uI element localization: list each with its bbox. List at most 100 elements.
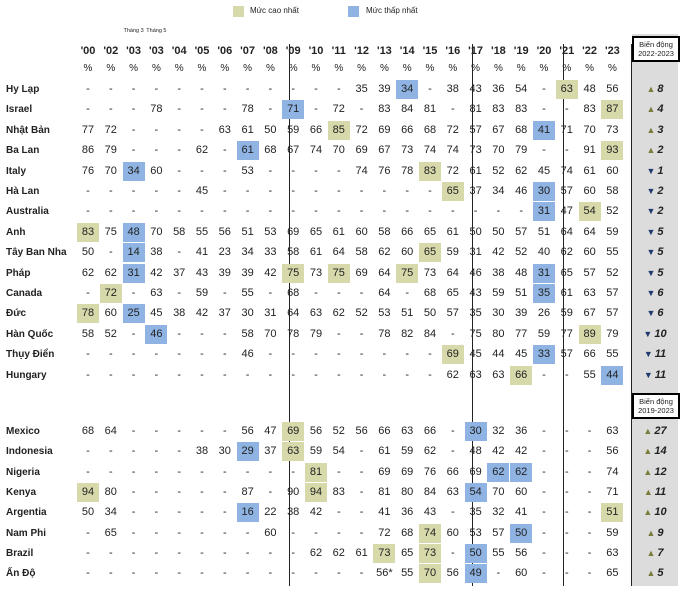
value-cell: 34: [241, 246, 254, 259]
value-cell: 56: [355, 425, 368, 437]
value-cell: 61: [378, 445, 391, 458]
column-unit: %: [379, 63, 389, 74]
value-cell: -: [86, 445, 90, 458]
value-cell: -: [587, 485, 592, 498]
change-value: 2: [657, 205, 664, 218]
value-cell: 77: [81, 123, 95, 136]
value-cell: -: [131, 327, 136, 340]
column-year: '07: [240, 45, 256, 57]
value-cell: 53: [469, 526, 482, 539]
value-cell: 42: [264, 266, 277, 279]
value-cell: 69: [282, 422, 305, 441]
value-cell: -: [382, 205, 387, 218]
value-cell: -: [359, 348, 364, 361]
value-cell: -: [86, 185, 90, 197]
value-cell: 52: [606, 266, 619, 279]
column-year: '04: [171, 45, 187, 57]
value-cell: 35: [355, 83, 368, 95]
value-cell: -: [359, 185, 364, 197]
value-cell: 87: [601, 100, 624, 120]
country: Nam Phi: [6, 527, 47, 539]
value-cell: 67: [378, 144, 391, 157]
value-cell: -: [268, 287, 273, 299]
value-cell: 79: [515, 144, 528, 157]
value-cell: -: [450, 445, 455, 458]
change-value: 5: [657, 567, 664, 580]
value-cell: 73: [423, 266, 437, 279]
value-cell: 37: [218, 307, 231, 320]
change: ▲ 14: [632, 442, 678, 461]
value-cell: 50: [423, 307, 437, 320]
country: Hy Lạp: [6, 84, 40, 95]
change-value: 5: [657, 266, 664, 279]
value-cell: -: [268, 83, 273, 95]
value-cell: 55: [401, 567, 414, 580]
value-cell: 30: [464, 422, 487, 441]
value-cell: 58: [173, 225, 186, 238]
value-cell: 37: [173, 266, 186, 279]
column-unit: %: [493, 63, 503, 74]
column-unit: %: [448, 63, 458, 74]
value-cell: -: [359, 445, 364, 458]
value-cell: -: [336, 567, 341, 580]
value-cell: 68: [423, 123, 437, 136]
value-cell: 70: [492, 144, 505, 157]
value-cell: 52: [492, 164, 505, 177]
value-cell: 65: [104, 526, 117, 539]
value-cell: -: [268, 103, 273, 116]
value-cell: 59: [287, 123, 300, 136]
column-unit: %: [516, 63, 526, 74]
country: Israel: [6, 104, 33, 116]
value-cell: -: [154, 185, 159, 197]
value-cell: 33: [533, 345, 555, 365]
value-cell: -: [154, 348, 159, 361]
value-cell: -: [587, 506, 592, 519]
value-cell: -: [200, 368, 204, 381]
value-cell: -: [314, 185, 318, 197]
change-value: 2: [657, 185, 664, 197]
value-cell: -: [245, 185, 250, 197]
value-cell: 72: [99, 284, 122, 303]
value-cell: -: [86, 546, 90, 559]
value-cell: 57: [492, 526, 505, 539]
country: Australia: [6, 206, 49, 218]
value-cell: 32: [492, 425, 505, 437]
value-cell: -: [131, 185, 136, 197]
value-cell: -: [587, 567, 592, 580]
value-cell: -: [177, 546, 182, 559]
value-cell: 50: [264, 123, 277, 136]
change: ▲ 5: [632, 564, 678, 583]
country: Canada: [6, 288, 43, 299]
value-cell: -: [131, 506, 136, 519]
value-cell: 74: [560, 164, 573, 177]
country: Italy: [6, 165, 27, 177]
value-cell: -: [86, 348, 90, 361]
change: ▼ 5: [632, 264, 678, 283]
value-cell: 67: [492, 123, 505, 136]
value-cell: 70: [332, 144, 345, 157]
change-value: 3: [657, 123, 664, 136]
value-cell: 31: [264, 307, 277, 320]
value-cell: -: [200, 348, 204, 361]
value-cell: 55: [583, 368, 596, 381]
value-cell: 68: [264, 144, 277, 157]
value-cell: 70: [492, 485, 505, 498]
value-cell: -: [564, 506, 569, 519]
value-cell: -: [131, 144, 136, 157]
value-cell: 48: [583, 83, 596, 95]
value-cell: -: [131, 368, 136, 381]
value-cell: 53: [264, 225, 277, 238]
value-cell: 60: [515, 485, 528, 498]
value-cell: -: [428, 205, 432, 218]
value-cell: 81: [305, 462, 327, 482]
value-cell: -: [222, 465, 227, 478]
value-cell: 74: [355, 164, 368, 177]
value-cell: -: [200, 103, 204, 116]
value-cell: -: [542, 546, 546, 559]
change: ▲ 9: [632, 524, 678, 543]
value-cell: 46: [515, 185, 528, 197]
value-cell: 61: [446, 225, 459, 238]
value-cell: 50: [469, 225, 482, 238]
value-cell: 62: [560, 246, 573, 259]
